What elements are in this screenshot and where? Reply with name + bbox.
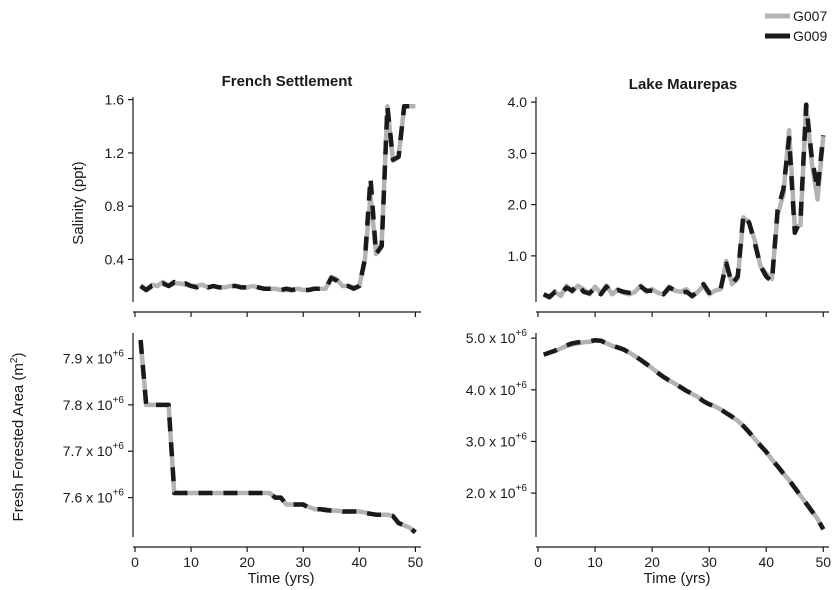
y-axis-label-salinity: Salinity (ppt) <box>70 161 87 244</box>
series-line-g007 <box>138 339 417 535</box>
y-tick-exponent: +6 <box>516 328 528 339</box>
x-tick-label: 40 <box>352 554 368 570</box>
y-tick-label: 1.2 <box>105 145 125 161</box>
series-line-g009 <box>542 337 826 531</box>
y-axis-label-forested-end: ) <box>10 353 27 358</box>
y-tick-exponent: +6 <box>113 395 125 406</box>
x-tick-label: 10 <box>183 554 199 570</box>
y-tick-label: 4.0 <box>508 94 528 110</box>
series-line-g009 <box>542 102 826 300</box>
x-tick-label: 30 <box>295 554 311 570</box>
y-tick-label: 7.9 x 10+6 <box>63 349 125 367</box>
panel-salinity-french-settlement: 0.4 0.8 1.2 1.6 <box>105 92 421 317</box>
y-tick-label: 2.0 x 10+6 <box>466 483 528 501</box>
x-tick-label: 0 <box>131 554 139 570</box>
y-tick-label: 7.8 x 10+6 <box>63 395 125 413</box>
y-tick-label: 1.0 <box>508 248 528 264</box>
y-tick-mantissa: 7.6 x 10 <box>63 490 113 506</box>
legend-label-g009: G009 <box>793 28 827 44</box>
y-tick-exponent: +6 <box>516 431 528 442</box>
y-tick-exponent: +6 <box>113 488 125 499</box>
y-axis-label-forested-main: Fresh Forested Area (m <box>10 363 27 521</box>
y-tick-exponent: +6 <box>113 441 125 452</box>
x-axis-label-right: Time (yrs) <box>644 570 711 587</box>
series-line-g009 <box>139 104 416 293</box>
series-line-g007 <box>542 338 826 531</box>
legend-label-g007: G007 <box>793 8 827 24</box>
x-tick-label: 10 <box>587 554 603 570</box>
y-tick-mantissa: 7.9 x 10 <box>63 351 113 367</box>
panel-forest-lake-maurepas: 0 10 20 30 40 502.0 x 10+63.0 x 10+64.0 x 10+… <box>466 328 832 570</box>
y-tick-mantissa: 7.8 x 10 <box>63 397 113 413</box>
x-tick-label: 50 <box>816 554 832 570</box>
y-tick-exponent: +6 <box>113 349 125 360</box>
y-tick-label: 4.0 x 10+6 <box>466 380 528 398</box>
y-tick-label: 3.0 <box>508 145 528 161</box>
y-tick-label: 2.0 <box>508 197 528 213</box>
series-line-g009 <box>138 339 417 535</box>
x-tick-label: 0 <box>534 554 542 570</box>
y-tick-mantissa: 5.0 x 10 <box>466 330 516 346</box>
x-tick-label: 40 <box>758 554 774 570</box>
panel-forest-french-settlement: 0 10 20 30 40 507.6 x 10+67.7 x 10+67.8 x 10+… <box>63 333 424 570</box>
panel-salinity-lake-maurepas: 1.0 2.0 3.0 4.0 <box>508 94 829 317</box>
x-tick-label: 50 <box>408 554 424 570</box>
y-tick-label: 5.0 x 10+6 <box>466 328 528 346</box>
panel-title-french-settlement: French Settlement <box>222 73 353 90</box>
y-tick-label: 0.4 <box>105 251 125 267</box>
y-tick-mantissa: 2.0 x 10 <box>466 485 516 501</box>
x-tick-label: 20 <box>644 554 660 570</box>
y-tick-label: 7.7 x 10+6 <box>63 441 125 459</box>
legend: G007 G009 <box>765 8 827 44</box>
y-axis-label-forested-sup: 2 <box>9 357 20 363</box>
x-axis-label-left: Time (yrs) <box>248 570 315 587</box>
y-tick-mantissa: 7.7 x 10 <box>63 443 113 459</box>
x-tick-label: 20 <box>239 554 255 570</box>
y-tick-label: 0.8 <box>105 198 125 214</box>
y-tick-mantissa: 4.0 x 10 <box>466 382 516 398</box>
panel-title-lake-maurepas: Lake Maurepas <box>629 76 737 93</box>
series-line-g007 <box>139 104 416 293</box>
y-tick-label: 3.0 x 10+6 <box>466 431 528 449</box>
series-line-g007 <box>542 102 826 301</box>
y-tick-label: 7.6 x 10+6 <box>63 488 125 506</box>
y-tick-mantissa: 3.0 x 10 <box>466 433 516 449</box>
y-axis-label-forested-area: Fresh Forested Area (m2) <box>9 353 27 522</box>
y-tick-exponent: +6 <box>516 380 528 391</box>
x-tick-label: 30 <box>701 554 717 570</box>
y-tick-label: 1.6 <box>105 92 125 108</box>
y-tick-exponent: +6 <box>516 483 528 494</box>
